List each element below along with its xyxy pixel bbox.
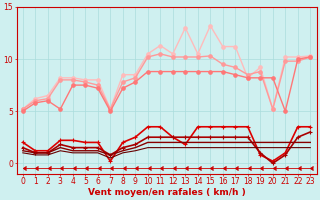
X-axis label: Vent moyen/en rafales ( km/h ): Vent moyen/en rafales ( km/h ) bbox=[88, 188, 245, 197]
